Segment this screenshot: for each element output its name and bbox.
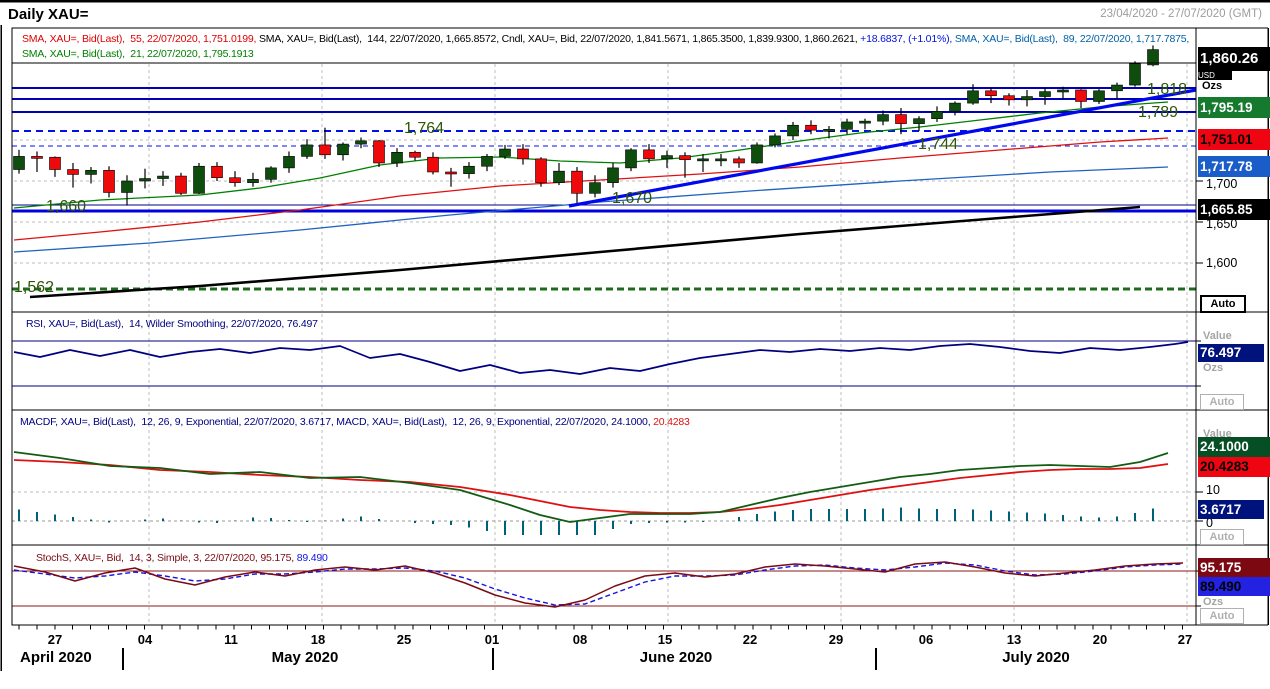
x-tick-label: 25: [396, 632, 412, 647]
month-separator: [492, 648, 494, 670]
month-separator: [875, 648, 877, 670]
macd-legend-signal: 20.4283: [653, 416, 690, 428]
legend-candle: Cndl, XAU=, Bid, 22/07/2020, 1,841.5671,…: [501, 33, 861, 45]
x-tick-label: 08: [572, 632, 588, 647]
y-tick-1600: 1,600: [1206, 256, 1238, 270]
level-label-1562: 1,562: [14, 279, 55, 296]
sma21-price-box: 1,795.19: [1198, 97, 1270, 118]
x-tick-label: 15: [657, 632, 673, 647]
stoch-legend-d: 89.490: [296, 552, 328, 564]
rsi-value-box: 76.497: [1198, 344, 1264, 362]
x-tick-label: 01: [484, 632, 500, 647]
stoch-k-box: 95.175: [1198, 558, 1270, 577]
auto-scale-button-macd[interactable]: Auto: [1200, 529, 1244, 545]
sma89-price-box: 1,717.78: [1198, 156, 1270, 177]
x-tick-label: 27: [1177, 632, 1193, 647]
legend-sma55: SMA, XAU=, Bid(Last), 55, 22/07/2020, 1,…: [22, 33, 259, 45]
month-label-june: June 2020: [639, 649, 713, 666]
page-title: Daily XAU=: [8, 6, 89, 23]
price-legend: SMA, XAU=, Bid(Last), 55, 22/07/2020, 1,…: [22, 32, 1190, 62]
level-label-1744: 1,744: [918, 136, 959, 153]
legend-sma144: SMA, XAU=, Bid(Last), 144, 22/07/2020, 1…: [259, 33, 502, 45]
macd-hist-box: 3.6717: [1198, 500, 1264, 519]
y-tick-1650: 1,650: [1206, 217, 1238, 231]
unit-label-price: Ozs: [1202, 80, 1223, 92]
stoch-d-box: 89.490: [1198, 577, 1270, 596]
x-tick-label: 29: [828, 632, 844, 647]
sma144-price-box: 1,665.85: [1198, 199, 1270, 220]
x-tick-label: 27: [47, 632, 63, 647]
level-label-1818: 1,818: [1147, 81, 1188, 98]
stoch-legend: StochS, XAU=, Bid, 14, 3, Simple, 3, 22/…: [36, 552, 328, 564]
sma55-price-box: 1,751.01: [1198, 129, 1270, 150]
auto-scale-button-stoch[interactable]: Auto: [1200, 608, 1244, 624]
month-label-july: July 2020: [1002, 649, 1070, 666]
month-label-april: April 2020: [20, 649, 92, 666]
last-price-box: 1,860.26: [1198, 47, 1270, 71]
legend-change: +18.6837, (+1.01%),: [860, 33, 955, 45]
x-tick-label: 11: [224, 632, 238, 647]
level-label-1789: 1,789: [1138, 104, 1179, 121]
level-label-1670: 1,670: [612, 190, 653, 207]
date-range-label: 23/04/2020 - 27/07/2020 (GMT): [1100, 8, 1262, 20]
macd-legend-main: MACDF, XAU=, Bid(Last), 12, 26, 9, Expon…: [20, 416, 654, 428]
stoch-unit-label: Ozs: [1203, 596, 1224, 608]
x-tick-label: 13: [1006, 632, 1022, 647]
x-tick-label: 22: [742, 632, 758, 647]
macd-tick-10: 10: [1206, 483, 1220, 497]
stoch-legend-main: StochS, XAU=, Bid, 14, 3, Simple, 3, 22/…: [36, 552, 297, 564]
level-label-1764: 1,764: [404, 120, 445, 137]
x-tick-label: 04: [137, 632, 153, 647]
currency-chip: USD: [1198, 71, 1232, 80]
macd-tick-0: 0: [1206, 516, 1213, 530]
legend-sma21: SMA, XAU=, Bid(Last), 21, 22/07/2020, 1,…: [22, 48, 254, 60]
legend-sma89: SMA, XAU=, Bid(Last), 89, 22/07/2020, 1,…: [954, 33, 1192, 45]
x-tick-label: 18: [310, 632, 326, 647]
x-tick-label: 06: [918, 632, 934, 647]
rsi-value-label: Value: [1203, 330, 1232, 342]
macd-legend: MACDF, XAU=, Bid(Last), 12, 26, 9, Expon…: [20, 416, 690, 428]
auto-scale-button-price[interactable]: Auto: [1200, 295, 1246, 313]
macd-line-box: 24.1000: [1198, 437, 1270, 457]
auto-scale-button-rsi[interactable]: Auto: [1200, 394, 1244, 410]
month-separator: [122, 648, 124, 670]
level-label-1660: 1,660: [46, 198, 87, 215]
rsi-unit-label: Ozs: [1203, 362, 1224, 374]
rsi-legend: RSI, XAU=, Bid(Last), 14, Wilder Smoothi…: [26, 318, 318, 330]
month-label-may: May 2020: [271, 649, 339, 666]
x-tick-label: 20: [1092, 632, 1108, 647]
y-tick-1700: 1,700: [1206, 177, 1238, 191]
macd-signal-box: 20.4283: [1198, 457, 1270, 477]
